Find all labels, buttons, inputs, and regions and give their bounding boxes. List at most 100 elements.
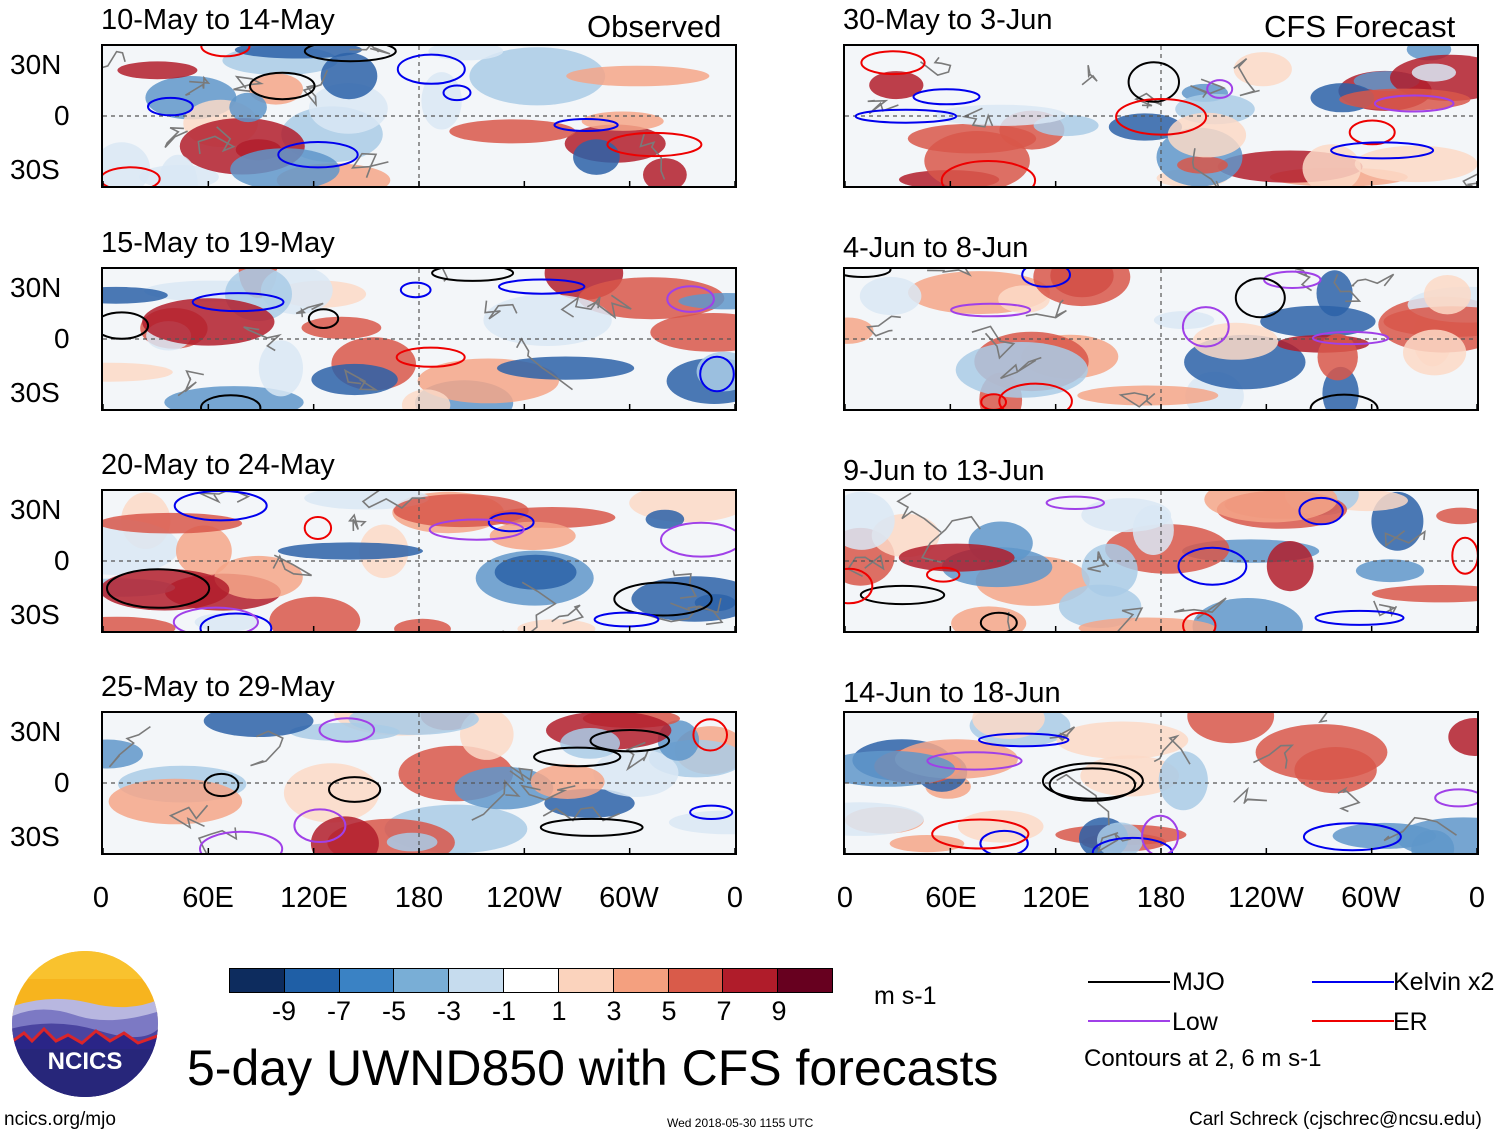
wave-contour xyxy=(533,746,622,768)
wind-anomaly-blob xyxy=(283,763,380,823)
colorbar-bin xyxy=(668,969,724,992)
wind-anomaly-blob xyxy=(394,618,451,631)
legend-er-label: ER xyxy=(1393,1008,1428,1036)
observed-map-1 xyxy=(101,44,737,188)
observed-panel-1-title: 10-May to 14-May xyxy=(101,4,335,36)
lon-label-60e: 60E xyxy=(925,882,977,914)
wind-anomaly-blob xyxy=(1033,269,1131,307)
forecast-map-2 xyxy=(843,267,1479,411)
forecast-panel-1-title: 30-May to 3-Jun xyxy=(843,4,1053,36)
wind-anomaly-blob xyxy=(668,810,735,835)
wave-contour xyxy=(1115,98,1208,136)
coastline xyxy=(1117,607,1144,631)
wind-anomaly-blob xyxy=(1260,305,1376,338)
lon-label-180: 180 xyxy=(1136,882,1186,914)
coastline xyxy=(442,269,449,282)
wave-contour xyxy=(1182,611,1217,631)
wave-contour xyxy=(1127,61,1180,103)
wave-contour xyxy=(553,118,619,132)
wave-contour xyxy=(191,292,285,313)
colorbar-tick: -7 xyxy=(326,996,352,1026)
legend-low-label: Low xyxy=(1172,1008,1218,1036)
wave-contour xyxy=(442,84,472,102)
wave-contour xyxy=(854,108,958,124)
colorbar-bin xyxy=(723,969,779,992)
wind-anomaly-blob xyxy=(845,491,895,550)
wind-anomaly-blob xyxy=(494,554,577,590)
colorbar-bin xyxy=(394,969,450,992)
coastline xyxy=(484,300,518,320)
coastline xyxy=(272,554,313,577)
wind-anomaly-blob xyxy=(581,111,664,131)
wind-anomaly-blob xyxy=(972,713,1045,739)
lon-label-120e: 120E xyxy=(1022,882,1090,914)
wave-contour xyxy=(106,568,211,609)
wave-contour xyxy=(1311,330,1390,346)
colorbar-units: m s-1 xyxy=(874,982,937,1010)
wave-contour xyxy=(498,278,586,295)
wave-contour xyxy=(980,393,1007,409)
lon-label-0-end: 0 xyxy=(726,882,744,914)
wind-anomaly-blob xyxy=(1204,491,1338,523)
wind-anomaly-blob xyxy=(489,521,576,551)
wave-contour xyxy=(845,269,892,278)
coastline xyxy=(185,75,211,96)
wave-contour xyxy=(396,53,466,85)
wind-anomaly-blob xyxy=(560,728,620,759)
observed-panel-3-title: 20-May to 24-May xyxy=(101,449,335,481)
wave-contour xyxy=(1263,270,1322,289)
lon-label-60w: 60W xyxy=(599,882,659,914)
wave-contour xyxy=(147,96,194,117)
wave-contour xyxy=(1348,119,1396,146)
colorbar-tick: 3 xyxy=(606,996,622,1026)
wind-anomaly-blob xyxy=(924,131,1030,186)
logo-text: NCICS xyxy=(48,1048,123,1075)
wind-anomaly-blob xyxy=(469,47,606,106)
coastline xyxy=(1190,78,1226,99)
lon-label-180: 180 xyxy=(394,882,444,914)
coastline xyxy=(1087,551,1110,573)
wind-anomaly-blob xyxy=(1132,505,1174,555)
observed-map-2 xyxy=(101,267,737,411)
wave-contour xyxy=(692,718,729,752)
observed-map-4 xyxy=(101,711,737,855)
wave-contour xyxy=(487,512,535,533)
wind-anomaly-blob xyxy=(309,83,388,134)
forecast-map-1 xyxy=(843,44,1479,188)
footer-url: ncics.org/mjo xyxy=(4,1109,116,1130)
wave-contour xyxy=(249,71,316,101)
wave-contour xyxy=(926,566,961,583)
coastline xyxy=(361,491,426,509)
wind-anomaly-blob xyxy=(1058,584,1142,628)
coastline xyxy=(1000,356,1042,380)
wind-anomaly-blob xyxy=(1192,322,1279,360)
wind-anomaly-blob xyxy=(176,525,232,577)
lat-label-0: 0 xyxy=(54,100,70,131)
wind-anomaly-blob xyxy=(320,52,378,100)
wind-anomaly-blob xyxy=(103,362,173,382)
forecast-map-3 xyxy=(843,489,1479,633)
coastline xyxy=(1025,299,1067,319)
wind-anomaly-blob xyxy=(1411,63,1456,82)
forecast-map-4-field xyxy=(845,713,1477,853)
wave-contour xyxy=(1045,495,1106,510)
wind-anomaly-blob xyxy=(1317,333,1358,381)
wind-anomaly-blob xyxy=(1396,817,1477,853)
observed-map-4-field xyxy=(103,713,735,853)
coastline xyxy=(164,127,188,149)
legend-er-line xyxy=(1312,1020,1394,1022)
wave-contour xyxy=(660,521,735,558)
observed-panel-4-title: 25-May to 29-May xyxy=(101,671,335,703)
wind-anomaly-blob xyxy=(1266,541,1314,592)
coastline xyxy=(502,581,557,631)
wind-anomaly-blob xyxy=(1448,718,1477,756)
coastline xyxy=(302,69,329,107)
coastline xyxy=(896,492,942,533)
wave-contour xyxy=(395,346,466,368)
coastline xyxy=(1081,65,1098,86)
wave-contour xyxy=(978,732,1070,748)
wind-anomaly-blob xyxy=(108,778,243,825)
wind-anomaly-blob xyxy=(1383,306,1477,337)
colorbar-tick: 1 xyxy=(551,996,567,1026)
lat-label-30s: 30S xyxy=(10,821,60,852)
